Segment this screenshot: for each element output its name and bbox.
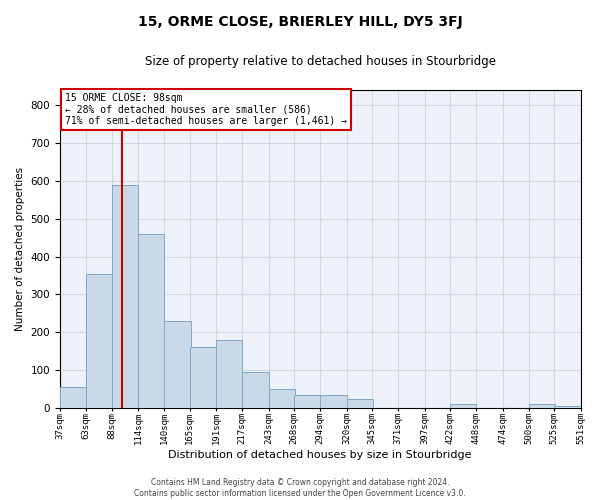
Bar	[320, 395, 347, 408]
Text: Contains HM Land Registry data © Crown copyright and database right 2024.
Contai: Contains HM Land Registry data © Crown c…	[134, 478, 466, 498]
Bar	[60, 387, 86, 408]
Bar	[294, 395, 320, 408]
Bar	[347, 398, 373, 408]
Bar	[86, 274, 113, 408]
Text: 15, ORME CLOSE, BRIERLEY HILL, DY5 3FJ: 15, ORME CLOSE, BRIERLEY HILL, DY5 3FJ	[137, 15, 463, 29]
X-axis label: Distribution of detached houses by size in Stourbridge: Distribution of detached houses by size …	[169, 450, 472, 460]
Text: 15 ORME CLOSE: 98sqm
← 28% of detached houses are smaller (586)
71% of semi-deta: 15 ORME CLOSE: 98sqm ← 28% of detached h…	[65, 93, 347, 126]
Bar	[138, 234, 164, 408]
Bar	[554, 406, 581, 408]
Bar	[242, 372, 269, 408]
Y-axis label: Number of detached properties: Number of detached properties	[15, 167, 25, 331]
Bar	[269, 389, 295, 408]
Bar	[529, 404, 555, 408]
Bar	[190, 348, 216, 408]
Bar	[164, 321, 191, 408]
Bar	[216, 340, 242, 408]
Bar	[112, 184, 138, 408]
Bar	[450, 404, 476, 408]
Title: Size of property relative to detached houses in Stourbridge: Size of property relative to detached ho…	[145, 55, 496, 68]
